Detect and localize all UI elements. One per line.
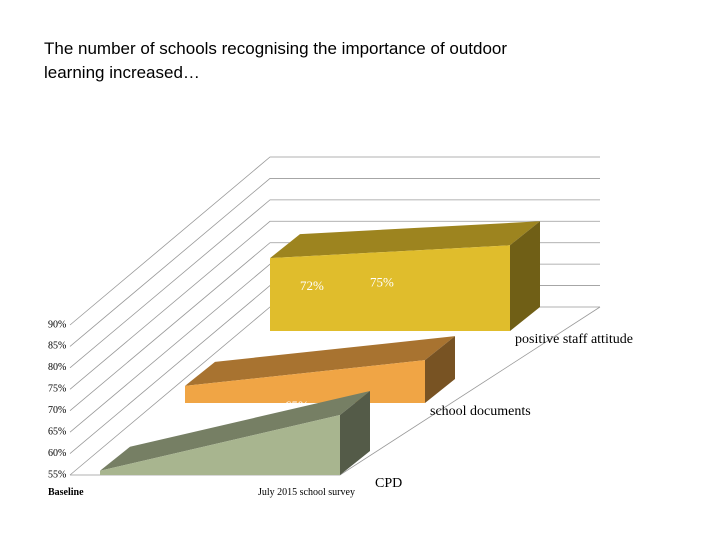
x-tick-label: Baseline — [48, 487, 84, 498]
y-tick-label: 65% — [48, 426, 66, 437]
data-label: 59% — [215, 406, 239, 421]
x-tick-label: July 2015 school survey — [258, 487, 355, 498]
area-top — [185, 336, 455, 386]
area-side — [510, 221, 540, 331]
y-tick-label: 85% — [48, 341, 66, 352]
grid-line — [69, 199, 600, 369]
data-label: 56% — [130, 491, 154, 506]
y-tick-label: 60% — [48, 448, 66, 459]
chart-title-text: The number of schools recognising the im… — [44, 39, 507, 58]
area — [270, 245, 510, 331]
area-side — [425, 336, 455, 403]
legend-label: positive staff attitude — [515, 332, 633, 347]
y-tick-label: 80% — [48, 362, 66, 373]
legend-label: CPD — [375, 476, 402, 491]
chart-title-text: learning increased… — [44, 63, 200, 82]
y-tick-label: 90% — [48, 319, 66, 330]
y-tick-label: 55% — [48, 469, 66, 480]
grid-line — [69, 178, 600, 347]
legend-label: school documents — [430, 404, 531, 419]
area-top — [100, 391, 370, 471]
area-side — [340, 391, 370, 475]
chart-title: The number of schools recognising the im… — [44, 39, 507, 82]
data-label: 72% — [300, 278, 324, 293]
data-label: 75% — [370, 274, 394, 289]
area — [100, 415, 340, 475]
grid-line — [69, 220, 600, 390]
grid-line — [69, 156, 600, 326]
y-tick-label: 75% — [48, 384, 66, 395]
y-tick-label: 70% — [48, 405, 66, 416]
area-top — [270, 221, 540, 259]
